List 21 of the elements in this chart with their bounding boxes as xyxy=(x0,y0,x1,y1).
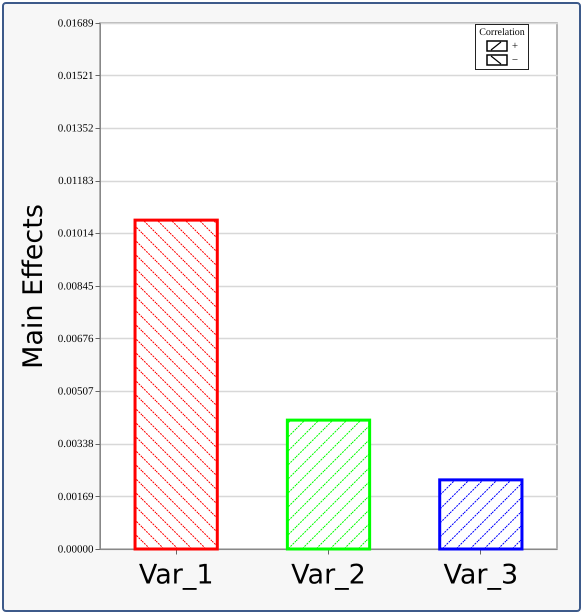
y-tick-label: 0.01014 xyxy=(58,228,94,240)
y-tick-label: 0.01183 xyxy=(58,175,94,188)
bar xyxy=(438,478,524,550)
x-tick-label: Var_2 xyxy=(291,560,366,590)
y-tick-label: 0.01352 xyxy=(58,122,94,134)
y-tick-label: 0.00507 xyxy=(58,386,94,398)
y-tick-label: 0.00169 xyxy=(58,490,94,503)
bar xyxy=(134,218,219,550)
x-tick-label: Var_1 xyxy=(138,560,214,590)
annotation: − xyxy=(512,54,518,66)
annotation: + xyxy=(512,40,518,52)
y-axis-title: Main Effects xyxy=(18,204,49,369)
bar xyxy=(286,418,372,550)
y-tick-label: 0.00676 xyxy=(58,332,94,345)
y-tick-label: 0.01521 xyxy=(58,70,94,82)
x-tick-label: Var_3 xyxy=(443,560,518,590)
annotation: Correlation xyxy=(478,27,526,38)
y-tick-label: 0.00338 xyxy=(58,438,94,450)
y-tick-label: 0.00000 xyxy=(58,544,94,556)
y-tick-label: 0.01689 xyxy=(58,18,94,30)
y-tick-label: 0.00845 xyxy=(58,280,94,292)
